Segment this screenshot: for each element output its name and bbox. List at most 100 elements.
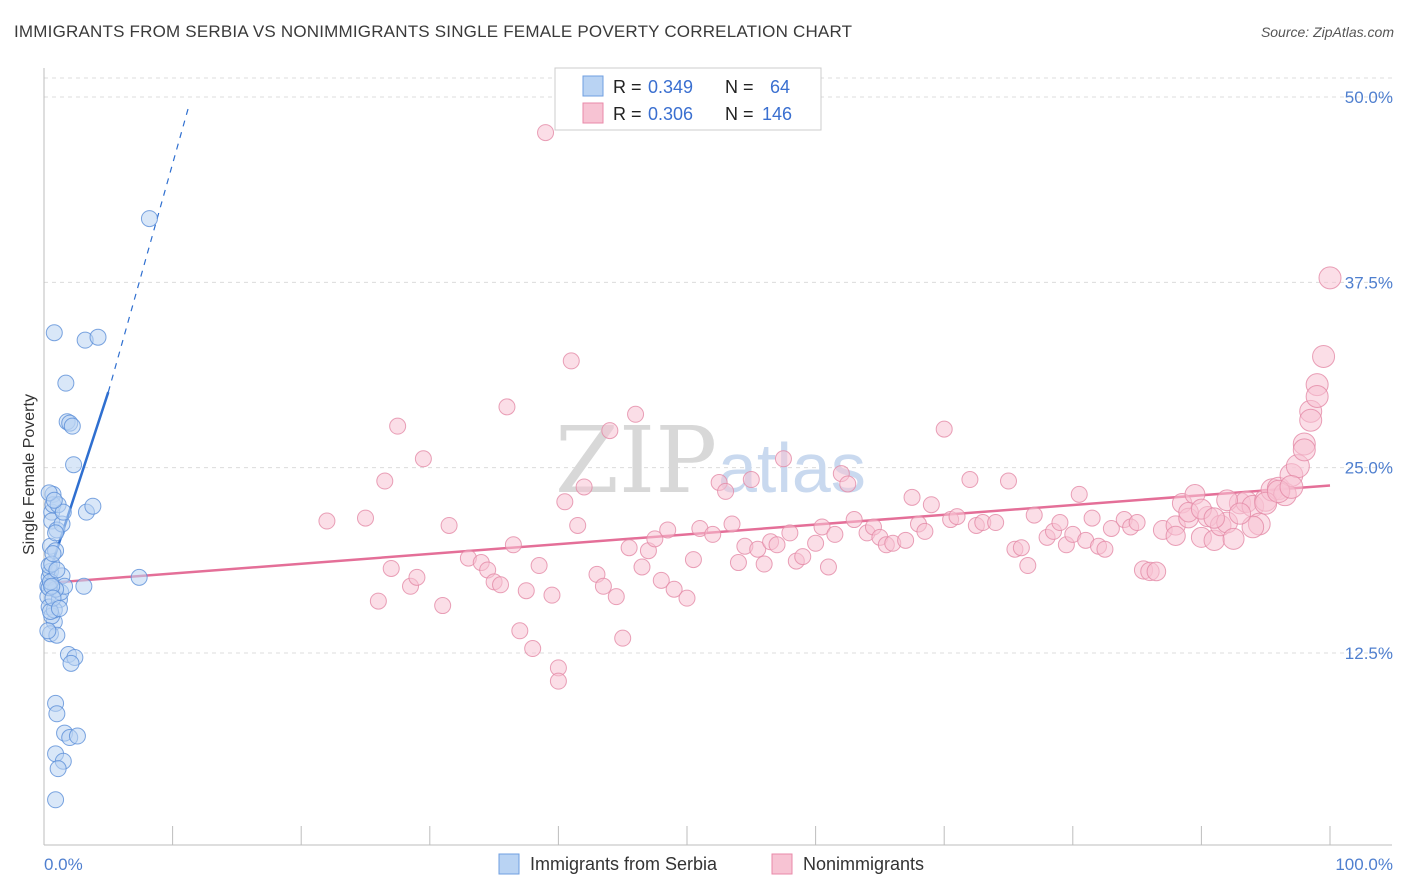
point-nonimmigrants-76 — [916, 522, 934, 540]
axes — [43, 68, 1392, 846]
point-serbia-42 — [75, 577, 93, 595]
point-nonimmigrants-49 — [723, 515, 741, 533]
point-nonimmigrants-5 — [389, 417, 407, 435]
point-nonimmigrants-73 — [897, 531, 915, 549]
point-nonimmigrants-132 — [1318, 266, 1342, 290]
point-serbia-26 — [45, 324, 63, 342]
point-nonimmigrants-131 — [1312, 344, 1336, 368]
point-nonimmigrants-10 — [440, 516, 458, 534]
point-serbia-28 — [89, 328, 107, 346]
legend-swatch-serbia — [582, 75, 604, 97]
legend-r-label-nonimmigrants: R = — [613, 104, 642, 124]
point-nonimmigrants-89 — [1025, 506, 1043, 524]
point-nonimmigrants-144 — [1216, 489, 1239, 512]
y-tick-label-0: 12.5% — [1345, 644, 1393, 663]
point-nonimmigrants-2 — [369, 592, 387, 610]
point-nonimmigrants-1 — [357, 509, 374, 527]
point-nonimmigrants-27 — [562, 352, 580, 370]
point-nonimmigrants-52 — [742, 471, 760, 489]
point-nonimmigrants-41 — [659, 521, 677, 539]
x-tick-label-max: 100.0% — [1335, 855, 1393, 874]
point-serbia-61 — [47, 524, 65, 542]
legend-n-label-nonimmigrants: N = — [725, 104, 754, 124]
bottom-legend-swatch-nonimmigrants — [771, 853, 793, 875]
point-nonimmigrants-95 — [1070, 485, 1088, 503]
point-nonimmigrants-136 — [1279, 475, 1304, 499]
point-serbia-47 — [65, 456, 83, 474]
y-axis-label: Single Female Poverty — [21, 394, 38, 555]
point-serbia-44 — [84, 497, 102, 515]
point-nonimmigrants-54 — [755, 555, 773, 573]
y-tick-labels: 12.5% 25.0% 37.5% 50.0% — [1345, 88, 1393, 663]
point-nonimmigrants-97 — [1083, 509, 1101, 527]
point-nonimmigrants-32 — [601, 422, 619, 440]
point-nonimmigrants-56 — [768, 536, 786, 554]
point-nonimmigrants-138 — [1299, 408, 1323, 432]
point-nonimmigrants-67 — [845, 511, 863, 529]
point-nonimmigrants-80 — [948, 508, 966, 526]
point-serbia-63 — [50, 600, 68, 618]
point-nonimmigrants-17 — [504, 536, 522, 554]
point-nonimmigrants-8 — [414, 450, 432, 468]
point-nonimmigrants-16 — [498, 398, 516, 416]
bottom-legend-label-serbia: Immigrants from Serbia — [530, 854, 718, 874]
point-nonimmigrants-31 — [594, 577, 612, 595]
point-nonimmigrants-57 — [774, 450, 792, 468]
point-nonimmigrants-36 — [627, 405, 645, 423]
point-nonimmigrants-53 — [749, 540, 767, 558]
point-nonimmigrants-77 — [922, 496, 940, 514]
point-nonimmigrants-61 — [807, 534, 825, 552]
point-nonimmigrants-84 — [987, 514, 1005, 532]
top-legend: R = 0.349 N = 64 R = 0.306 N = 146 — [554, 67, 822, 131]
x-tick-label-min: 0.0% — [44, 855, 83, 874]
point-nonimmigrants-103 — [1128, 514, 1146, 532]
point-nonimmigrants-19 — [517, 582, 535, 600]
point-nonimmigrants-23 — [543, 586, 561, 604]
point-serbia-62 — [48, 561, 66, 579]
point-nonimmigrants-88 — [1019, 557, 1037, 575]
point-serbia-50 — [44, 545, 62, 563]
point-nonimmigrants-21 — [530, 557, 548, 575]
point-nonimmigrants-22 — [537, 124, 555, 142]
point-serbia-54 — [39, 622, 57, 640]
point-nonimmigrants-43 — [678, 589, 696, 607]
point-nonimmigrants-60 — [794, 548, 812, 566]
point-nonimmigrants-34 — [614, 629, 632, 647]
point-nonimmigrants-78 — [935, 420, 953, 438]
point-nonimmigrants-145 — [1228, 502, 1252, 525]
point-nonimmigrants-100 — [1102, 519, 1120, 537]
point-nonimmigrants-33 — [607, 588, 625, 606]
source-label: Source: ZipAtlas.com — [1260, 24, 1394, 40]
chart-title: IMMIGRANTS FROM SERBIA VS NONIMMIGRANTS … — [14, 22, 853, 41]
point-nonimmigrants-25 — [549, 672, 567, 690]
point-nonimmigrants-140 — [1165, 525, 1186, 546]
point-nonimmigrants-20 — [524, 640, 542, 658]
point-nonimmigrants-117 — [1222, 527, 1245, 550]
point-nonimmigrants-63 — [819, 558, 837, 576]
point-nonimmigrants-92 — [1051, 514, 1069, 532]
point-nonimmigrants-137 — [1292, 438, 1316, 462]
point-nonimmigrants-139 — [1305, 384, 1329, 408]
point-serbia-21 — [54, 503, 72, 521]
point-nonimmigrants-15 — [492, 576, 510, 594]
point-nonimmigrants-62 — [813, 518, 831, 536]
point-nonimmigrants-0 — [318, 512, 336, 530]
point-serbia-23 — [57, 374, 75, 392]
point-nonimmigrants-3 — [376, 472, 394, 490]
point-nonimmigrants-7 — [408, 568, 426, 586]
point-nonimmigrants-29 — [575, 478, 593, 496]
point-serbia-37 — [68, 727, 86, 745]
point-nonimmigrants-4 — [382, 559, 400, 577]
point-nonimmigrants-74 — [903, 488, 921, 506]
point-nonimmigrants-18 — [511, 622, 529, 640]
series-serbia — [39, 210, 158, 809]
point-nonimmigrants-35 — [620, 539, 638, 557]
bottom-legend: Immigrants from Serbia Nonimmigrants — [498, 853, 924, 875]
point-serbia-29 — [63, 417, 81, 435]
legend-r-label-serbia: R = — [613, 77, 642, 97]
point-nonimmigrants-64 — [826, 525, 844, 543]
bottom-legend-label-nonimmigrants: Nonimmigrants — [803, 854, 924, 874]
point-serbia-41 — [47, 791, 65, 809]
point-serbia-32 — [62, 654, 80, 672]
point-nonimmigrants-81 — [961, 471, 979, 489]
